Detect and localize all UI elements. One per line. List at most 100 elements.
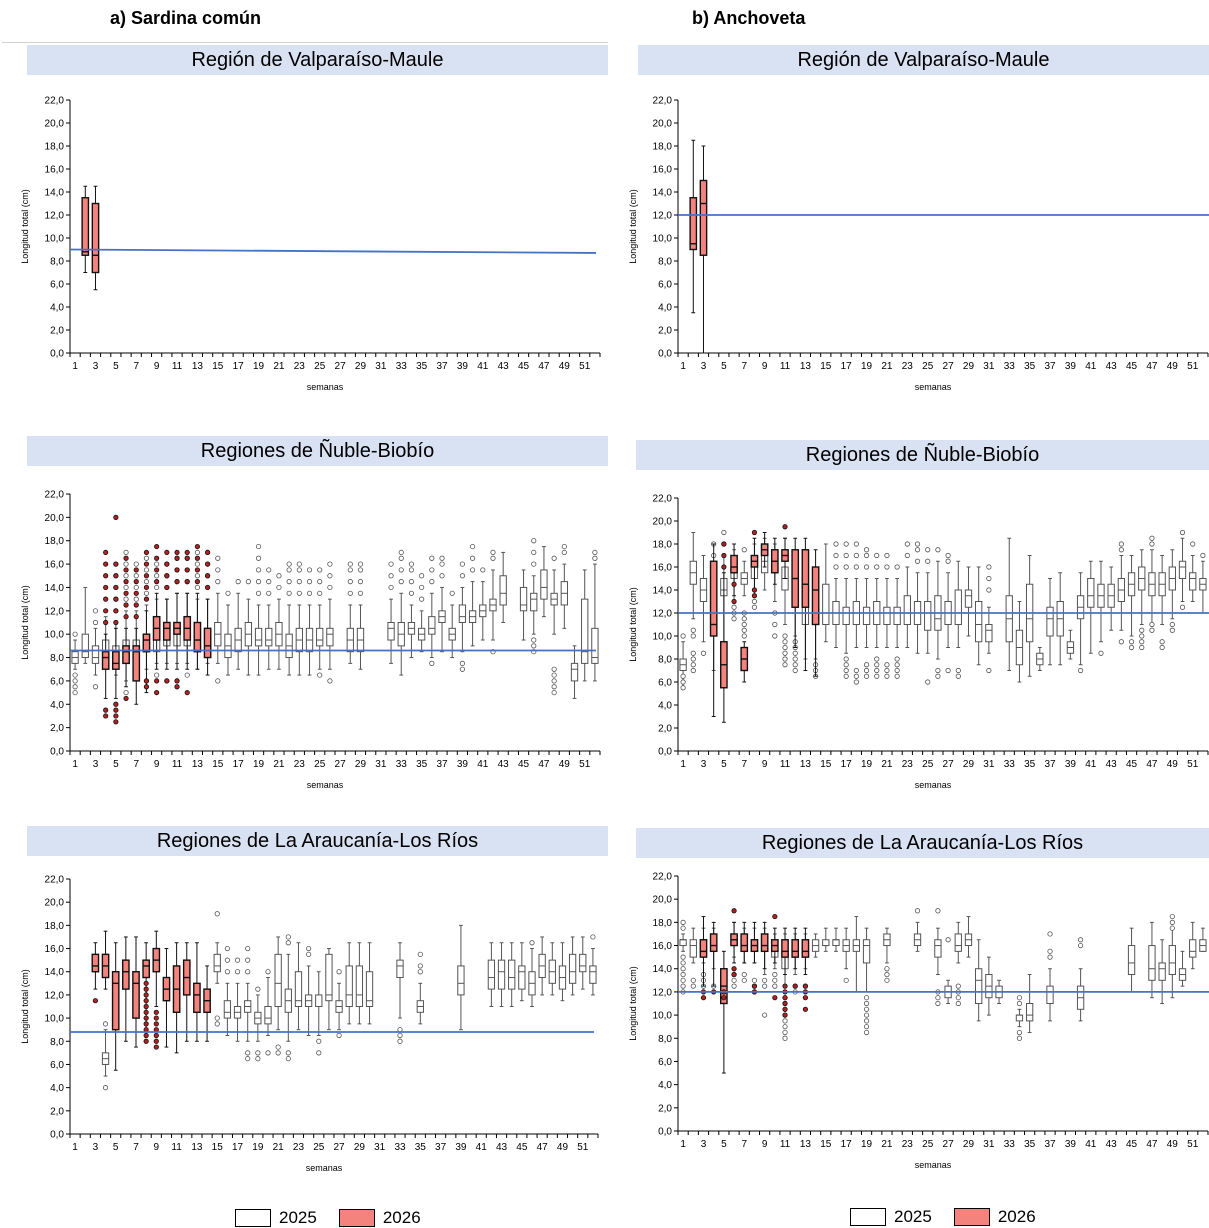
outlier-point bbox=[296, 590, 302, 596]
y-tick-label: 14,0 bbox=[45, 583, 65, 594]
outlier-point bbox=[113, 573, 119, 579]
box-week-38 bbox=[1056, 572, 1064, 666]
box-week-33 bbox=[396, 942, 404, 1044]
box-iqr bbox=[81, 197, 90, 256]
x-tick-label: 47 bbox=[538, 759, 550, 770]
box-iqr bbox=[91, 953, 100, 973]
outlier-point bbox=[884, 564, 890, 570]
outlier-point bbox=[143, 596, 150, 602]
x-tick-label: 45 bbox=[1126, 361, 1138, 372]
outlier-point bbox=[772, 971, 778, 978]
outlier-point bbox=[762, 1012, 768, 1018]
box-week-47 bbox=[1148, 535, 1156, 633]
outlier-point bbox=[833, 541, 839, 547]
x-tick-label: 11 bbox=[171, 1142, 182, 1153]
outlier-point bbox=[255, 1056, 261, 1062]
outlier-point bbox=[802, 1006, 809, 1012]
outlier-point bbox=[123, 590, 129, 596]
x-axis-label: semanas bbox=[915, 1160, 952, 1170]
box-week-9 bbox=[152, 930, 161, 1050]
outlier-point bbox=[731, 604, 737, 610]
box-week-4 bbox=[101, 549, 110, 719]
x-tick-label: 51 bbox=[1187, 1139, 1199, 1150]
outlier-point bbox=[843, 667, 849, 674]
legend-item-2026: 2026 bbox=[953, 1207, 1036, 1227]
x-tick-label: 49 bbox=[557, 1142, 569, 1153]
x-tick-label: 33 bbox=[396, 361, 408, 372]
outlier-point bbox=[184, 579, 190, 585]
box-week-49 bbox=[560, 543, 568, 629]
box-week-9 bbox=[760, 921, 769, 970]
outlier-point bbox=[1128, 639, 1135, 645]
x-tick-label: 29 bbox=[963, 1139, 975, 1150]
box-week-41 bbox=[479, 567, 487, 641]
outlier-point bbox=[245, 1050, 251, 1056]
box-iqr bbox=[822, 583, 830, 625]
outlier-point bbox=[782, 656, 788, 662]
x-tick-label: 35 bbox=[1024, 759, 1036, 770]
outlier-point bbox=[204, 561, 211, 567]
box-iqr bbox=[570, 662, 579, 682]
outlier-point bbox=[459, 666, 466, 672]
box-week-11 bbox=[781, 524, 789, 579]
box-week-27 bbox=[944, 937, 952, 1004]
box-iqr bbox=[274, 953, 282, 1008]
outlier-point bbox=[286, 590, 292, 596]
box-week-14 bbox=[811, 933, 820, 958]
box-iqr bbox=[954, 933, 962, 952]
outlier-point bbox=[113, 514, 119, 520]
y-tick-label: 0,0 bbox=[658, 747, 672, 758]
outlier-point bbox=[194, 549, 201, 556]
x-tick-label: 41 bbox=[1085, 759, 1097, 770]
x-tick-label: 23 bbox=[294, 361, 306, 372]
outlier-point bbox=[102, 1021, 109, 1027]
box-week-2 bbox=[689, 139, 698, 314]
box-week-26 bbox=[326, 561, 334, 684]
outlier-point bbox=[531, 643, 537, 649]
y-tick-label: 12,0 bbox=[45, 211, 65, 222]
x-tick-label: 27 bbox=[335, 759, 347, 770]
outlier-point bbox=[782, 524, 788, 530]
box-iqr bbox=[540, 569, 548, 600]
outlier-point bbox=[164, 561, 170, 567]
y-tick-label: 10,0 bbox=[653, 234, 673, 245]
outlier-point bbox=[285, 934, 291, 940]
x-tick-label: 15 bbox=[820, 759, 832, 770]
box-week-32 bbox=[387, 561, 395, 664]
x-tick-label: 33 bbox=[1004, 361, 1016, 372]
y-tick-label: 22,0 bbox=[45, 490, 65, 501]
outlier-point bbox=[863, 667, 870, 674]
box-week-28 bbox=[346, 561, 354, 664]
box-week-28 bbox=[345, 942, 353, 1025]
box-week-23 bbox=[294, 942, 303, 1031]
outlier-point bbox=[398, 549, 404, 556]
outlier-point bbox=[792, 662, 798, 668]
box-week-45 bbox=[519, 569, 528, 641]
outlier-point bbox=[143, 573, 150, 579]
outlier-point bbox=[266, 567, 272, 573]
box-week-44 bbox=[508, 942, 516, 1007]
y-tick-label: 18,0 bbox=[653, 142, 673, 153]
left-column-title: a) Sardina común bbox=[110, 8, 262, 28]
outlier-point bbox=[762, 977, 768, 983]
outlier-point bbox=[529, 940, 535, 946]
box-week-3 bbox=[699, 145, 708, 354]
box-week-45 bbox=[1127, 555, 1136, 651]
outlier-point bbox=[531, 538, 537, 544]
outlier-point bbox=[863, 1024, 870, 1030]
outlier-point bbox=[113, 707, 119, 713]
box-iqr bbox=[791, 939, 800, 958]
x-tick-label: 27 bbox=[334, 1142, 346, 1153]
box-week-45 bbox=[518, 942, 526, 1002]
outlier-point bbox=[986, 587, 992, 593]
box-iqr bbox=[589, 965, 597, 984]
y-tick-label: 10,0 bbox=[45, 234, 65, 245]
outlier-point bbox=[884, 977, 890, 983]
x-tick-label: 41 bbox=[1085, 1139, 1097, 1150]
box-week-11 bbox=[781, 927, 789, 1018]
y-tick-label: 22,0 bbox=[653, 494, 673, 505]
outlier-point bbox=[741, 971, 747, 978]
outlier-point bbox=[914, 558, 921, 564]
x-tick-label: 1 bbox=[72, 759, 78, 770]
outlier-point bbox=[72, 631, 78, 637]
